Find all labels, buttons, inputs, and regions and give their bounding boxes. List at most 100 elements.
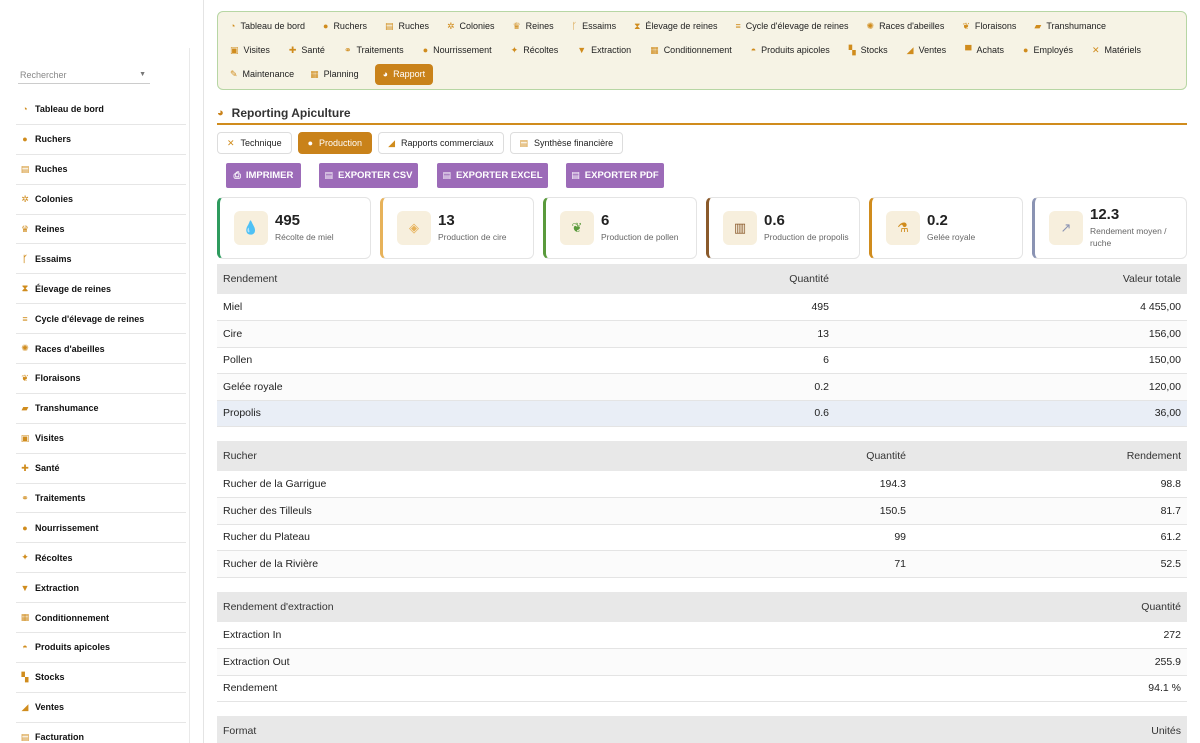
top-menu-item[interactable]: ◕ Rapport — [374, 63, 434, 85]
kpi-card: ▥ 0.6 Production de propolis — [706, 197, 860, 259]
top-menu-item[interactable]: ▣ Visites — [230, 40, 270, 60]
top-menu-item[interactable]: ⧗ Élevage de reines — [634, 16, 717, 36]
page-title: Reporting Apiculture — [231, 105, 351, 120]
sidebar-item[interactable]: ◔ Tableau de bord — [16, 95, 186, 125]
top-menu-item[interactable]: ⚭ Traitements — [344, 40, 404, 60]
top-menu-item[interactable]: ▰ Transhumance — [1034, 16, 1106, 36]
top-menu-item[interactable]: ● Ruchers — [323, 16, 367, 36]
file-icon: ▤ — [571, 170, 580, 180]
table-cell: 81.7 — [912, 497, 1187, 525]
top-menu-item[interactable]: ◔ Tableau de bord — [230, 16, 305, 36]
top-menu-item[interactable]: ✚ Santé — [289, 40, 325, 60]
sidebar-item[interactable]: ▤ Facturation — [16, 723, 186, 743]
sidebar-item[interactable]: ▦ Conditionnement — [16, 603, 186, 634]
top-menu-item[interactable]: ● Employés — [1023, 40, 1073, 60]
top-menu-row: ◔ Tableau de bord ● Ruchers ▤ Ruches ✲ Colonies… — [230, 16, 1106, 36]
cart-icon: ▀ — [965, 45, 972, 55]
table-cell: 61.2 — [912, 524, 1187, 551]
report-tab[interactable]: ▤ Synthèse financière — [509, 132, 624, 154]
dna-icon: ✺ — [866, 20, 875, 31]
report-tab-label: Production — [319, 138, 363, 148]
top-menu-item[interactable]: ◓ Produits apicoles — [751, 40, 830, 60]
top-menu-item[interactable]: ❦ Floraisons — [962, 16, 1016, 36]
top-menu-item[interactable]: ▀ Achats — [965, 40, 1004, 60]
map-pin-icon: ● — [323, 21, 329, 31]
map-pin-icon: ● — [22, 134, 28, 145]
top-menu-item[interactable]: ✕ Matériels — [1092, 40, 1141, 60]
top-menu-item[interactable]: ▦ Conditionnement — [650, 40, 732, 60]
print-button[interactable]: ⎙ IMPRIMER — [226, 163, 301, 188]
sidebar-item[interactable]: ▤ Ruches — [16, 155, 186, 185]
top-menu-item[interactable]: ▤ Ruches — [385, 16, 429, 36]
truck-icon: ▰ — [1034, 20, 1042, 31]
table-cell: Extraction Out — [217, 648, 900, 676]
sidebar-item[interactable]: ✚ Santé — [16, 454, 186, 484]
top-menu-item-label: Planning — [323, 69, 359, 79]
top-menu-item-label: Santé — [301, 45, 325, 55]
honey-pot-icon: ✦ — [21, 552, 29, 563]
top-menu-item[interactable]: ▦ Planning — [310, 64, 359, 84]
sidebar-item-label: Tableau de bord — [35, 104, 104, 115]
top-menu-item[interactable]: ▼ Extraction — [577, 40, 631, 60]
top-menu-item[interactable]: ♛ Reines — [513, 16, 554, 36]
sidebar-item[interactable]: ● Nourrissement — [16, 513, 186, 544]
sidebar-item[interactable]: ✺ Races d'abeilles — [16, 334, 186, 365]
export-excel-button[interactable]: ▤ EXPORTER EXCEL — [437, 163, 548, 188]
sidebar-search-select[interactable]: Rechercher ▼ — [18, 66, 150, 84]
top-menu-item[interactable]: ᚴ Essaims — [572, 16, 616, 36]
hand-money-icon: ◢ — [906, 44, 914, 55]
sidebar-item[interactable]: ♛ Reines — [16, 215, 186, 245]
table-cell: 94.1 % — [899, 675, 1187, 702]
table-row: Rucher des Tilleuls 150.5 81.7 — [217, 497, 1187, 525]
table-cell: 495 — [605, 294, 835, 321]
top-menu-item-label: Reines — [525, 21, 554, 31]
honey-pot-icon: ✦ — [510, 44, 519, 55]
table-cell: 98.8 — [912, 471, 1187, 498]
top-menu-item[interactable]: ✺ Races d'abeilles — [867, 16, 945, 36]
crown-icon: ♛ — [20, 223, 30, 234]
table-cell: 4 455,00 — [835, 294, 1187, 321]
top-menu-row: ▣ Visites ✚ Santé ⚭ Traitements ● Nourrissement… — [230, 40, 1141, 60]
hive-box-icon: ▤ — [384, 20, 394, 31]
pills-icon: ⚭ — [21, 492, 29, 503]
sidebar-item[interactable]: ᚴ Essaims — [16, 244, 186, 275]
top-menu-item[interactable]: ▚ Stocks — [849, 40, 888, 60]
top-menu-item-label: Essaims — [582, 21, 617, 31]
sidebar-item[interactable]: ❦ Floraisons — [16, 364, 186, 394]
search-placeholder: Rechercher — [20, 70, 67, 80]
sidebar-item[interactable]: ▰ Transhumance — [16, 394, 186, 424]
sidebar-item[interactable]: ● Ruchers — [16, 125, 186, 155]
report-tab[interactable]: ◢ Rapports commerciaux — [378, 132, 504, 154]
top-menu-item[interactable]: ✲ Colonies — [447, 16, 495, 36]
coins-icon: ▤ — [519, 137, 529, 148]
sidebar-item-label: Floraisons — [35, 373, 81, 384]
sidebar-item[interactable]: ✦ Récoltes — [16, 543, 186, 574]
top-menu-item[interactable]: ◢ Ventes — [907, 40, 946, 60]
sidebar-item[interactable]: ✲ Colonies — [16, 185, 186, 215]
table-row: Rendement 94.1 % — [217, 675, 1187, 702]
report-tab[interactable]: ✕ Technique — [217, 132, 292, 154]
sidebar-item[interactable]: ⧗ Élevage de reines — [16, 274, 186, 305]
top-menu-item-label: Floraisons — [974, 21, 1017, 31]
kpi-card: ❦ 6 Production de pollen — [543, 197, 697, 259]
sidebar-item[interactable]: ▼ Extraction — [16, 573, 186, 604]
top-menu-item[interactable]: ≡ Cycle d'élevage de reines — [735, 16, 848, 36]
top-menu-item[interactable]: ● Nourrissement — [423, 40, 492, 60]
sidebar-item[interactable]: ⚭ Traitements — [16, 484, 186, 514]
top-menu-item-label: Stocks — [860, 45, 888, 55]
export-pdf-button[interactable]: ▤ EXPORTER PDF — [566, 163, 664, 188]
report-tab[interactable]: ● Production — [297, 132, 373, 154]
sidebar-item[interactable]: ◢ Ventes — [16, 693, 186, 723]
sidebar-item[interactable]: ▣ Visites — [16, 424, 186, 454]
sidebar-item[interactable]: ◓ Produits apicoles — [16, 633, 186, 663]
kpi-value: 0.6 — [764, 212, 785, 229]
top-menu-item[interactable]: ✎ Maintenance — [230, 64, 294, 84]
sidebar-item-label: Colonies — [35, 194, 74, 205]
table-row: Miel 495 4 455,00 — [217, 294, 1187, 321]
export-csv-button[interactable]: ▤ EXPORTER CSV — [319, 163, 418, 188]
sidebar-item[interactable]: ≡ Cycle d'élevage de reines — [16, 304, 186, 335]
top-menu-item[interactable]: ✦ Récoltes — [511, 40, 559, 60]
export-excel-label: EXPORTER EXCEL — [455, 170, 543, 181]
sidebar-item[interactable]: ▚ Stocks — [16, 663, 186, 693]
medkit-icon: ✚ — [288, 44, 297, 55]
